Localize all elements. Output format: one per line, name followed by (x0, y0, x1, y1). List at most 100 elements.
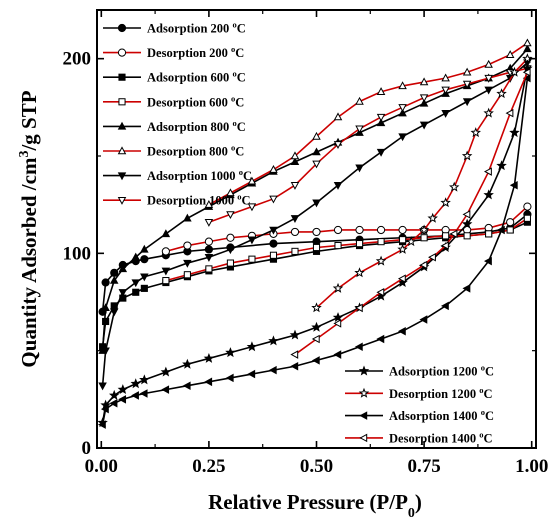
x-tick-label: 0.00 (85, 456, 118, 477)
legend-marker (359, 433, 368, 443)
data-point (462, 67, 472, 76)
data-point (484, 86, 493, 95)
data-point (101, 347, 110, 356)
legend-label: Adsorption 1400 oC (389, 407, 494, 423)
data-point (269, 164, 278, 173)
data-point (484, 167, 492, 176)
x-tick-label: 1.00 (515, 456, 548, 477)
data-point (204, 218, 214, 227)
legend-label: Adsorption 800 oC (147, 118, 246, 134)
data-point (226, 188, 235, 197)
data-point (496, 225, 505, 235)
data-point (108, 389, 120, 400)
data-point (523, 202, 532, 211)
data-point (462, 80, 472, 89)
data-point (376, 288, 385, 297)
data-point (397, 274, 406, 283)
series-3 (162, 214, 531, 285)
data-point (461, 218, 473, 229)
legend-entry: Desorption 1200 oC (345, 385, 493, 401)
series-1 (161, 202, 532, 256)
data-point (332, 282, 344, 293)
data-point (509, 180, 518, 190)
data-point (354, 267, 365, 278)
data-point (485, 230, 493, 238)
data-point (376, 118, 386, 127)
data-point (398, 81, 407, 90)
data-point (312, 243, 321, 252)
data-point (355, 96, 364, 105)
data-point (523, 38, 532, 47)
data-point (247, 203, 257, 212)
data-point (440, 241, 449, 250)
data-point (225, 373, 234, 383)
data-point (509, 127, 520, 138)
legend-label: Desorption 800 oC (147, 143, 244, 159)
data-point (183, 213, 192, 222)
legend-marker (117, 197, 127, 205)
series-5 (204, 38, 532, 208)
data-point (183, 241, 192, 250)
data-point (97, 420, 106, 429)
data-point (269, 239, 278, 248)
data-point (183, 259, 192, 268)
data-point (312, 227, 321, 237)
data-point (470, 127, 481, 138)
data-point (110, 268, 119, 277)
legend-top-left: Adsorption 200 oC Desorption 200 oC Adsorp… (103, 20, 252, 208)
legend-label: Adsorption 1000 oC (147, 167, 252, 183)
data-point (333, 319, 342, 328)
data-point (162, 277, 170, 285)
data-point (161, 229, 171, 238)
data-point (140, 244, 149, 253)
data-point (161, 247, 170, 256)
data-point (160, 366, 172, 377)
data-point (118, 289, 128, 297)
data-point (117, 384, 129, 395)
legend-entry: Desorption 800 oC (103, 143, 244, 159)
y-tick-label: 100 (63, 243, 92, 264)
data-point (161, 267, 171, 276)
series-9 (311, 53, 533, 313)
data-point (355, 240, 364, 248)
data-point (98, 382, 107, 391)
data-point (290, 227, 300, 237)
y-tick-label: 200 (63, 49, 92, 70)
x-axis-title: Relative Pressure (P/P0) (208, 490, 422, 521)
data-point (522, 68, 531, 77)
data-point (462, 284, 471, 293)
y-axis-title: Quantity Adsorbed /cm3/g STP (17, 90, 41, 367)
data-point (102, 317, 110, 326)
legend-marker (359, 411, 368, 420)
data-point (182, 358, 193, 369)
data-point (289, 329, 301, 340)
data-point (484, 74, 493, 83)
data-point (139, 374, 150, 385)
data-point (139, 389, 148, 398)
data-point (375, 255, 387, 266)
data-point (226, 259, 234, 267)
data-point (398, 104, 407, 112)
series-10 (97, 73, 531, 429)
data-point (247, 236, 257, 245)
data-point (290, 157, 300, 166)
legend-marker (117, 172, 127, 181)
data-point (506, 218, 515, 227)
data-point (269, 226, 278, 235)
data-point (398, 133, 407, 142)
data-point (311, 334, 320, 344)
data-point (522, 53, 533, 64)
data-point (441, 86, 450, 95)
series-line (315, 58, 528, 309)
data-point (420, 234, 428, 242)
data-point (311, 302, 322, 313)
legend-entry: Desorption 600 oC (103, 93, 244, 109)
legend-entry: Adsorption 1000 oC (103, 167, 252, 183)
data-point (419, 121, 429, 130)
data-point (268, 365, 277, 375)
data-point (449, 229, 458, 239)
data-point (397, 326, 406, 336)
data-point (405, 236, 417, 247)
data-point (101, 278, 110, 287)
